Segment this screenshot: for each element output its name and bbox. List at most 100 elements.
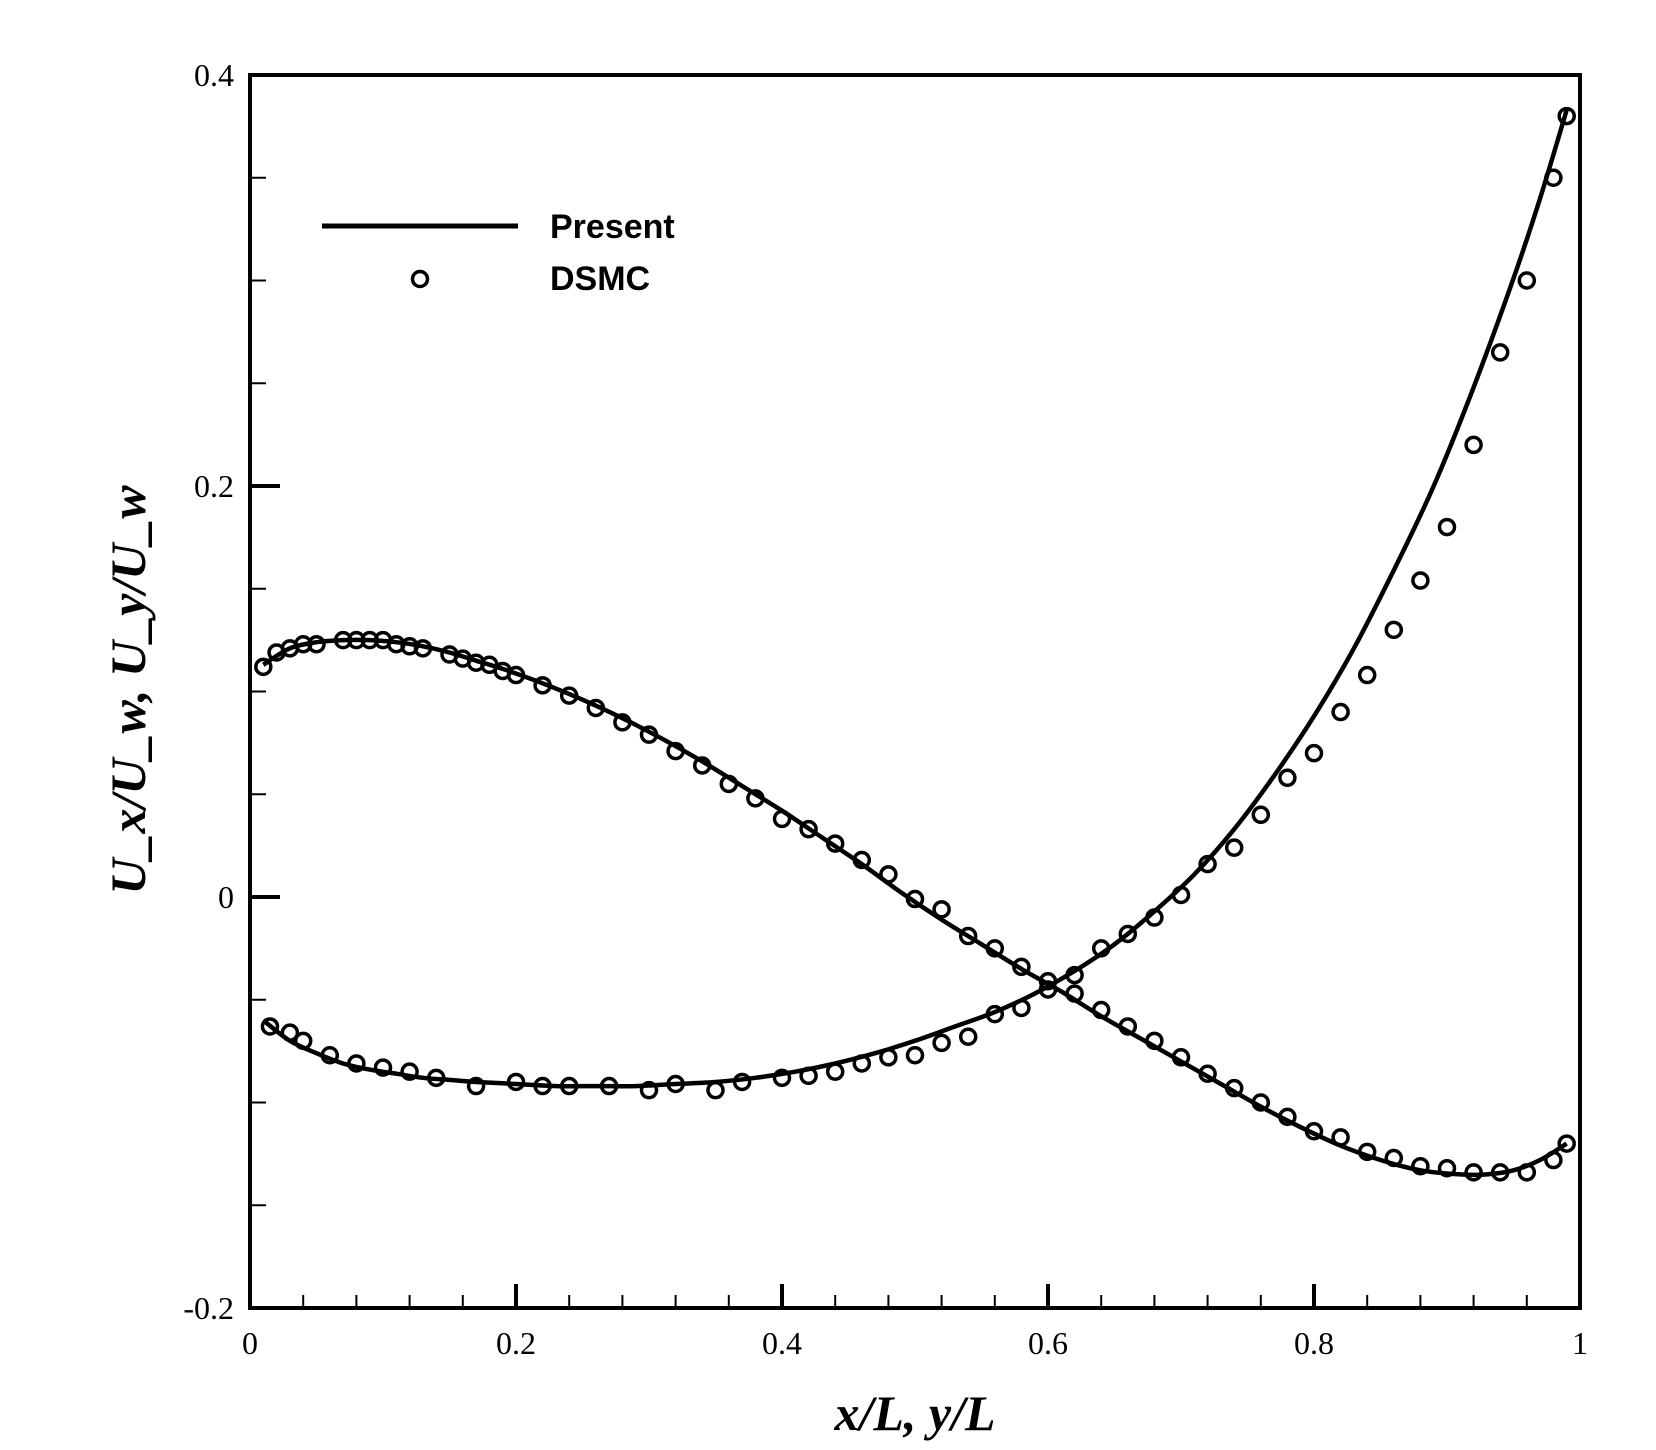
dsmc-point-profile-2 [347, 1054, 366, 1073]
dsmc-point-profile-2 [1065, 965, 1084, 985]
dsmc-point-profile-2 [1357, 665, 1377, 685]
dsmc-point-profile-1 [254, 657, 273, 677]
dsmc-point-profile-2 [260, 1017, 280, 1036]
dsmc-point-profile-2 [1038, 980, 1058, 999]
dsmc-point-profile-2 [1304, 743, 1324, 763]
dsmc-point-profile-2 [799, 1066, 818, 1086]
dsmc-point-profile-1 [1517, 1163, 1537, 1182]
present-line-profile-2 [261, 109, 1569, 1089]
dsmc-point-profile-1 [1091, 1000, 1111, 1020]
dsmc-point-profile-2 [666, 1074, 685, 1094]
dsmc-point-profile-2 [1464, 435, 1483, 455]
dsmc-point-profile-2 [1517, 271, 1537, 290]
dsmc-point-profile-2 [1224, 838, 1244, 857]
dsmc-point-profile-2 [533, 1076, 552, 1096]
x-tick-label: 0.6 [1028, 1325, 1068, 1361]
dsmc-point-profile-1 [533, 676, 552, 695]
dsmc-point-profile-2 [280, 1023, 300, 1042]
dsmc-point-profile-2 [1384, 620, 1404, 640]
dsmc-point-profile-2 [426, 1068, 446, 1088]
dsmc-point-profile-2 [706, 1080, 725, 1100]
dsmc-point-profile-1 [1198, 1064, 1217, 1083]
dsmc-point-profile-1 [932, 900, 951, 919]
dsmc-point-profile-2 [559, 1076, 579, 1096]
dsmc-point-profile-2 [1145, 908, 1164, 927]
ticks-layer [248, 73, 1582, 1310]
dsmc-point-profile-1 [958, 926, 978, 946]
dsmc-point-profile-1 [825, 834, 845, 853]
dsmc-point-profile-2 [1411, 571, 1430, 590]
dsmc-point-profile-2 [772, 1068, 792, 1088]
dsmc-point-profile-2 [466, 1076, 486, 1096]
dsmc-point-profile-1 [879, 865, 898, 884]
dsmc-point-profile-1 [1357, 1142, 1377, 1162]
legend-circle-swatch [410, 269, 430, 289]
dsmc-point-profile-2 [905, 1045, 925, 1065]
dsmc-point-profile-1 [1331, 1128, 1350, 1147]
y-tick-label: 0 [218, 879, 234, 915]
dsmc-point-profile-1 [799, 819, 818, 839]
dsmc-point-profile-2 [732, 1072, 752, 1092]
dsmc-point-profile-1 [1411, 1156, 1430, 1176]
y-tick-label: -0.2 [183, 1290, 234, 1326]
dsmc-point-profile-1 [1544, 1150, 1563, 1170]
dsmc-point-profile-1 [1065, 984, 1084, 1003]
dsmc-point-profile-1 [1251, 1093, 1271, 1112]
dsmc-point-profile-1 [307, 634, 326, 654]
x-tick-label: 0.4 [762, 1325, 802, 1361]
dsmc-point-profile-1 [1038, 972, 1058, 991]
dsmc-point-profile-2 [1012, 998, 1031, 1018]
dsmc-point-profile-2 [958, 1027, 978, 1046]
dsmc-point-profile-2 [1557, 106, 1576, 126]
dsmc-point-profile-2 [293, 1031, 313, 1051]
dsmc-point-profile-1 [852, 850, 872, 870]
series-layer [254, 106, 1576, 1182]
dsmc-point-profile-1 [1557, 1134, 1576, 1153]
dsmc-point-profile-1 [746, 789, 765, 808]
plot-frame [248, 73, 1582, 1310]
dsmc-point-profile-2 [1091, 939, 1111, 958]
dsmc-point-profile-2 [1118, 924, 1138, 944]
dsmc-point-profile-1 [1224, 1078, 1244, 1098]
dsmc-point-profile-2 [879, 1048, 898, 1067]
dsmc-point-profile-1 [1278, 1107, 1297, 1127]
dsmc-point-profile-2 [1278, 768, 1297, 788]
dsmc-point-profile-2 [320, 1045, 340, 1065]
dsmc-point-profile-2 [599, 1076, 619, 1096]
dsmc-point-profile-2 [852, 1054, 872, 1073]
dsmc-point-profile-1 [985, 939, 1005, 958]
dsmc-point-profile-1 [1490, 1163, 1510, 1182]
dsmc-point-profile-2 [1437, 517, 1457, 537]
tick-labels-layer: 0 0.2 0.4 0.6 0.8 1-0.200.20.4 [183, 57, 1588, 1361]
dsmc-point-profile-1 [719, 774, 739, 794]
dsmc-point-profile-1 [692, 756, 712, 775]
dsmc-point-profile-2 [932, 1033, 951, 1053]
dsmc-point-profile-2 [825, 1062, 845, 1081]
dsmc-point-profile-2 [1198, 854, 1217, 874]
y-tick-label: 0.2 [194, 468, 234, 504]
dsmc-point-profile-2 [373, 1058, 393, 1077]
dsmc-point-profile-1 [1384, 1148, 1404, 1168]
dsmc-point-profile-2 [400, 1062, 419, 1081]
legend: Present DSMC [322, 208, 675, 298]
y-axis-title: U_x/U_w, U_y/U_w [100, 485, 156, 895]
dsmc-point-profile-2 [1544, 168, 1563, 187]
dsmc-point-profile-1 [666, 741, 685, 761]
dsmc-point-profile-2 [985, 1004, 1005, 1024]
dsmc-point-profile-1 [905, 889, 925, 909]
legend-label-present: Present [550, 208, 675, 246]
dsmc-point-profile-1 [1012, 957, 1031, 977]
x-tick-label: 0.8 [1294, 1325, 1334, 1361]
dsmc-point-profile-2 [1171, 885, 1191, 905]
x-axis-title: x/L, y/L [833, 1385, 995, 1441]
dsmc-point-profile-1 [506, 665, 526, 685]
x-tick-label: 1 [1572, 1325, 1588, 1361]
dsmc-point-profile-1 [1145, 1031, 1164, 1051]
dsmc-point-profile-2 [1251, 805, 1271, 825]
dsmc-point-profile-1 [559, 686, 579, 705]
dsmc-point-profile-1 [1118, 1017, 1138, 1036]
x-tick-label: 0.2 [496, 1325, 536, 1361]
x-tick-label: 0 [242, 1325, 258, 1361]
dsmc-point-profile-2 [639, 1080, 659, 1100]
dsmc-point-profile-1 [1304, 1122, 1324, 1141]
